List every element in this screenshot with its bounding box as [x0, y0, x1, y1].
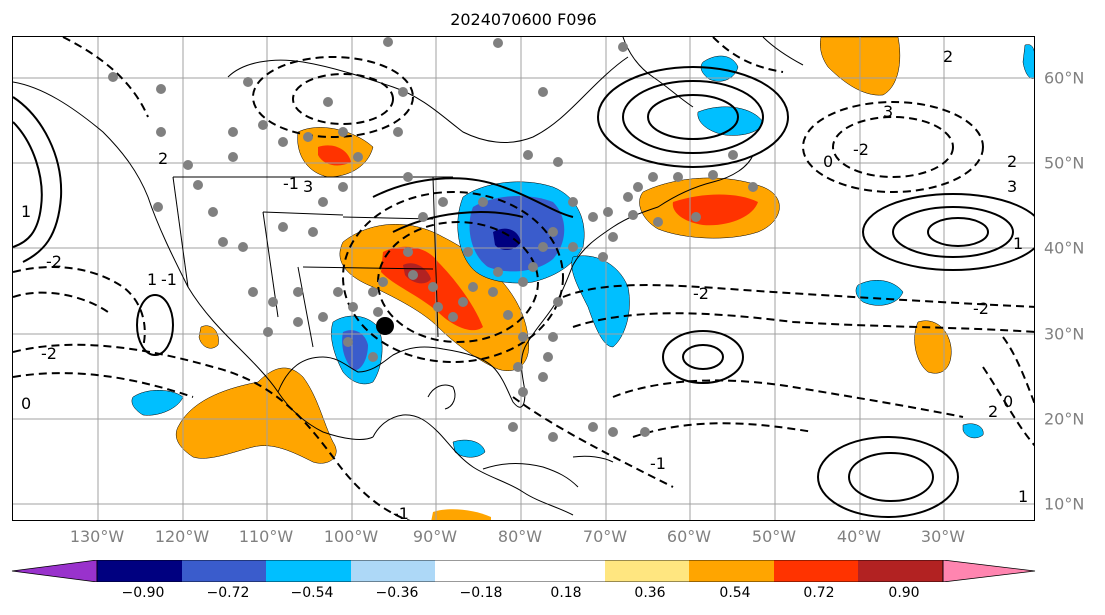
colorbar-tick-label: −0.90 [121, 585, 165, 601]
colorbar-tick-label: 0.36 [634, 585, 666, 601]
shade-blue-pacific [131, 390, 184, 416]
contour-label: 2 [943, 47, 953, 66]
shade-blue-labrador [697, 106, 764, 136]
contour-label: 1 [147, 270, 157, 289]
contour-label: 2 [1007, 152, 1017, 171]
shade-orange-baja [198, 325, 219, 349]
colorbar-tick-label: 0.90 [888, 585, 920, 601]
colorbar-extend-low [11, 560, 98, 582]
contour-label: 1 [1013, 234, 1023, 253]
lon-label: 110°W [238, 527, 294, 546]
lon-label: 130°W [69, 527, 125, 546]
contour-label: 1 [21, 202, 31, 221]
contour-label: 0 [823, 152, 833, 171]
lat-label: 50°N [1044, 153, 1085, 173]
lon-label: 100°W [323, 527, 379, 546]
colorbar-segment [97, 560, 182, 582]
shade-blue-caribbean [452, 439, 486, 458]
shade-medblue-great-lakes [469, 195, 565, 272]
contour-label: -2 [853, 140, 869, 159]
contour-label: 0 [21, 394, 31, 413]
colorbar-tick-label: −0.54 [290, 585, 334, 601]
lon-label: 40°W [836, 527, 882, 546]
colorbar-tick-label: 0.54 [719, 585, 751, 601]
contour-label-group: -2 -1 0 1 2 3 -2 -1 1 2 3 -2 0 -1 2 -2 1… [21, 47, 1028, 521]
shade-blue-atlantic-coast [571, 255, 630, 348]
shade-orange-mexico [175, 367, 337, 464]
shade-orange-caribbean [431, 509, 491, 520]
contour-label: 0 [1003, 392, 1013, 411]
lat-label: 40°N [1044, 238, 1085, 258]
lon-label: 50°W [751, 527, 797, 546]
shade-blue-atlantic-mid [855, 280, 904, 306]
contour-label: 2 [158, 149, 168, 168]
colorbar-segment [605, 560, 689, 582]
shade-red-north-plains [318, 145, 351, 166]
contour-label: 3 [883, 102, 893, 121]
solid-contours [13, 66, 1034, 518]
colorbar-tick-label: −0.72 [206, 585, 250, 601]
colorbar-tick-label: 0.72 [803, 585, 835, 601]
contour-label: 3 [1007, 177, 1017, 196]
shade-navy-great-lakes [493, 228, 521, 250]
contour-label: -2 [46, 252, 62, 271]
contour-label: -1 [650, 454, 666, 473]
lat-label: 60°N [1044, 68, 1085, 88]
colorbar-extend-high [942, 560, 1036, 582]
lon-label: 30°W [920, 527, 966, 546]
colorbar-segment [435, 560, 605, 582]
shade-orange-atlantic-east [914, 320, 952, 374]
lon-label: 90°W [412, 527, 458, 546]
map-panel[interactable]: -2 -1 0 1 2 3 -2 -1 1 2 3 -2 0 -1 2 -2 1… [12, 36, 1035, 521]
colorbar-segment [266, 560, 351, 582]
contour-label: -2 [693, 284, 709, 303]
station-dots [108, 37, 758, 442]
contour-label: -2 [973, 299, 989, 318]
map-title: 2024070600 F096 [450, 10, 597, 29]
colorbar-tick-label: 0.18 [550, 585, 582, 601]
colorbar-segment [689, 560, 774, 582]
lon-label: 80°W [497, 527, 543, 546]
lon-label: 70°W [582, 527, 628, 546]
colorbar-segment [351, 560, 435, 582]
weather-map: -2 -1 0 1 2 3 -2 -1 1 2 3 -2 0 -1 2 -2 1… [13, 37, 1034, 521]
lat-label: 20°N [1044, 409, 1085, 429]
lon-label: 120°W [154, 527, 210, 546]
contour-label: 3 [303, 177, 313, 196]
colorbar-tick-label: −0.18 [459, 585, 503, 601]
colorbar-segment [858, 560, 943, 582]
shade-blue-east-atlantic [962, 423, 984, 439]
colorbar-segment [182, 560, 266, 582]
contour-label: 1 [1018, 487, 1028, 506]
contour-label: -1 [393, 504, 409, 521]
colorbar-tick-label: −0.36 [375, 585, 419, 601]
contour-label: 2 [988, 402, 998, 421]
shade-blue-arctic-east [1022, 44, 1034, 79]
highlight-station-marker [376, 317, 394, 335]
contour-label: -1 [161, 270, 177, 289]
colorbar-segment [774, 560, 858, 582]
lat-label: 10°N [1044, 494, 1085, 514]
contour-label: -2 [41, 344, 57, 363]
contour-label: -1 [283, 174, 299, 193]
dashed-contours [13, 37, 1034, 520]
gridlines [13, 37, 1034, 520]
lon-label: 60°W [666, 527, 712, 546]
lat-label: 30°N [1044, 324, 1085, 344]
colorbar [11, 560, 1036, 582]
